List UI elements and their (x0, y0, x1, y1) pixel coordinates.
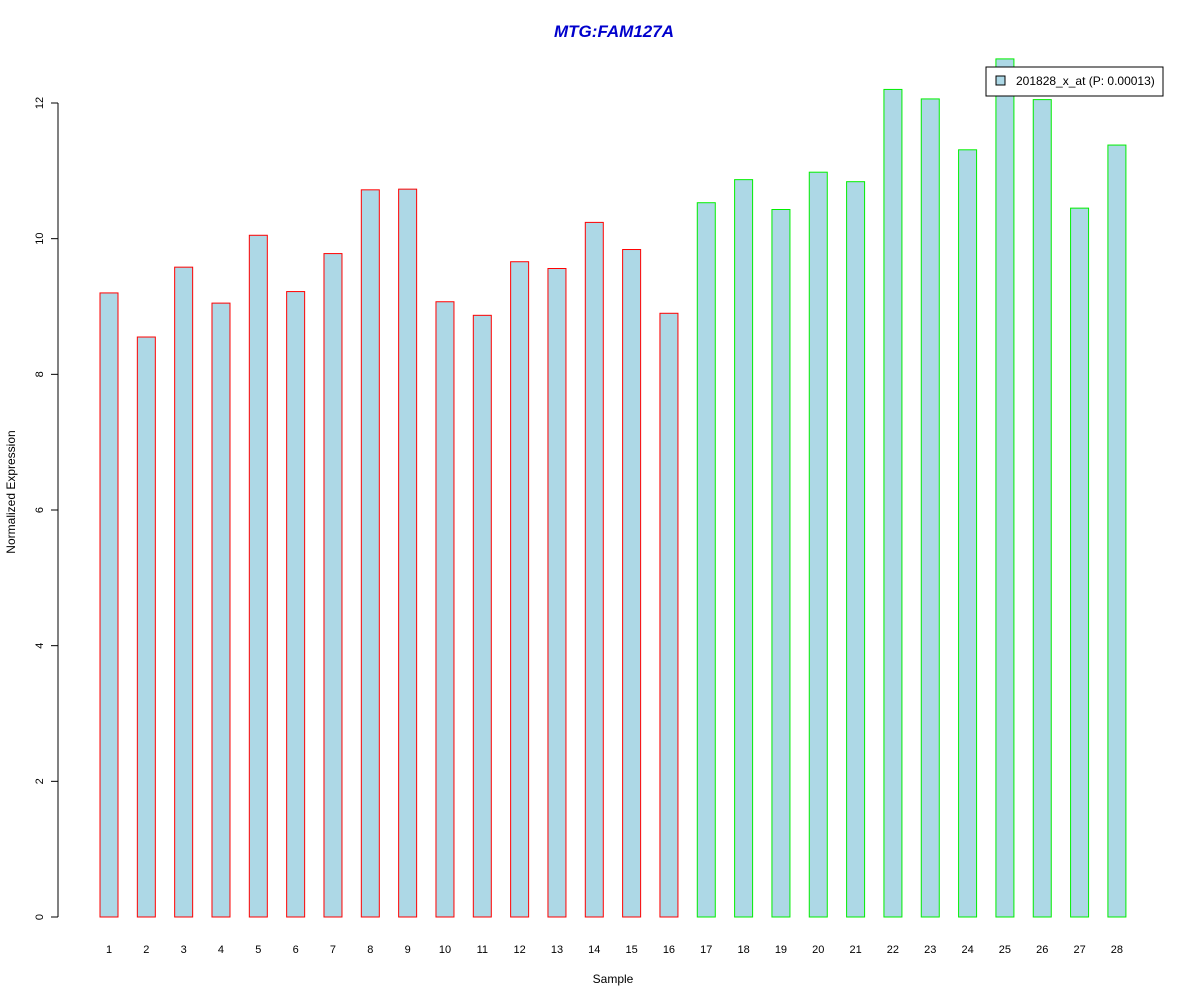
bar-sample-3 (174, 266, 194, 918)
legend-swatch (995, 75, 1006, 86)
bar-sample-14 (584, 221, 604, 918)
bar-sample-19 (771, 209, 791, 918)
bar-sample-15 (622, 249, 642, 918)
bar-sample-10 (435, 301, 455, 918)
x-tick-label: 17 (700, 944, 712, 956)
bar-sample-9 (398, 188, 418, 918)
bar-sample-8 (360, 189, 380, 918)
chart-title: MTG:FAM127A (554, 22, 674, 41)
x-tick-label: 6 (293, 944, 299, 956)
y-axis-label: Normalized Expression (4, 430, 18, 553)
bar-sample-20 (808, 171, 828, 918)
x-tick-label: 8 (367, 944, 373, 956)
x-tick-label: 21 (849, 944, 861, 956)
x-tick-label: 9 (405, 944, 411, 956)
x-tick-label: 2 (143, 944, 149, 956)
bar-sample-22 (883, 88, 903, 918)
x-tick-labels: 1 2 3 4 5 6 7 8 9 10 11 12 13 14 15 16 17 18 19 20 21 22 23 24 2… (106, 944, 1123, 956)
bar-sample-4 (211, 302, 231, 918)
y-tick-label: 12 (34, 97, 46, 109)
x-tick-label: 22 (887, 944, 899, 956)
x-tick-label: 15 (625, 944, 637, 956)
x-tick-label: 12 (514, 944, 526, 956)
y-tick-label: 4 (34, 643, 46, 649)
legend-box (985, 66, 1164, 97)
bar-sample-17 (696, 202, 716, 918)
bar-sample-7 (323, 253, 343, 918)
legend-label: 201828_x_at (P: 0.00013) (1016, 74, 1155, 88)
y-tick-label: 8 (34, 371, 46, 377)
bar-sample-11 (472, 314, 492, 918)
bar-sample-6 (286, 291, 306, 918)
bar-sample-18 (734, 179, 754, 918)
bar-sample-21 (846, 181, 866, 918)
bar-sample-5 (248, 234, 268, 918)
x-tick-label: 19 (775, 944, 787, 956)
y-tick-label: 10 (34, 233, 46, 245)
legend: 201828_x_at (P: 0.00013) (985, 66, 1164, 97)
bar-sample-27 (1070, 207, 1090, 918)
bar-sample-25 (995, 58, 1015, 918)
bar-sample-24 (958, 149, 978, 918)
y-tick-label: 0 (34, 914, 46, 920)
x-tick-label: 27 (1073, 944, 1085, 956)
x-tick-label: 5 (255, 944, 261, 956)
x-tick-label: 25 (999, 944, 1011, 956)
bar-sample-16 (659, 312, 679, 918)
x-tick-label: 4 (218, 944, 224, 956)
x-tick-label: 1 (106, 944, 112, 956)
x-tick-label: 16 (663, 944, 675, 956)
x-tick-label: 3 (181, 944, 187, 956)
y-axis: 0 2 4 6 8 10 12 (34, 97, 59, 920)
bar-sample-12 (510, 261, 530, 918)
x-axis-label: Sample (593, 972, 634, 986)
y-tick-label: 2 (34, 778, 46, 784)
x-tick-label: 14 (588, 944, 600, 956)
bar-sample-1 (99, 292, 119, 918)
bar-sample-28 (1107, 144, 1127, 918)
bar-sample-26 (1032, 99, 1052, 918)
bar-sample-2 (136, 336, 156, 918)
bar-sample-23 (920, 98, 940, 918)
x-tick-label: 7 (330, 944, 336, 956)
x-tick-label: 24 (961, 944, 973, 956)
x-tick-label: 10 (439, 944, 451, 956)
bars-group (99, 58, 1127, 918)
x-tick-label: 23 (924, 944, 936, 956)
x-tick-label: 28 (1111, 944, 1123, 956)
bar-sample-13 (547, 268, 567, 918)
x-tick-label: 13 (551, 944, 563, 956)
x-tick-label: 11 (477, 944, 488, 956)
x-tick-label: 20 (812, 944, 824, 956)
x-tick-label: 18 (737, 944, 749, 956)
y-tick-label: 6 (34, 507, 46, 513)
x-tick-label: 26 (1036, 944, 1048, 956)
